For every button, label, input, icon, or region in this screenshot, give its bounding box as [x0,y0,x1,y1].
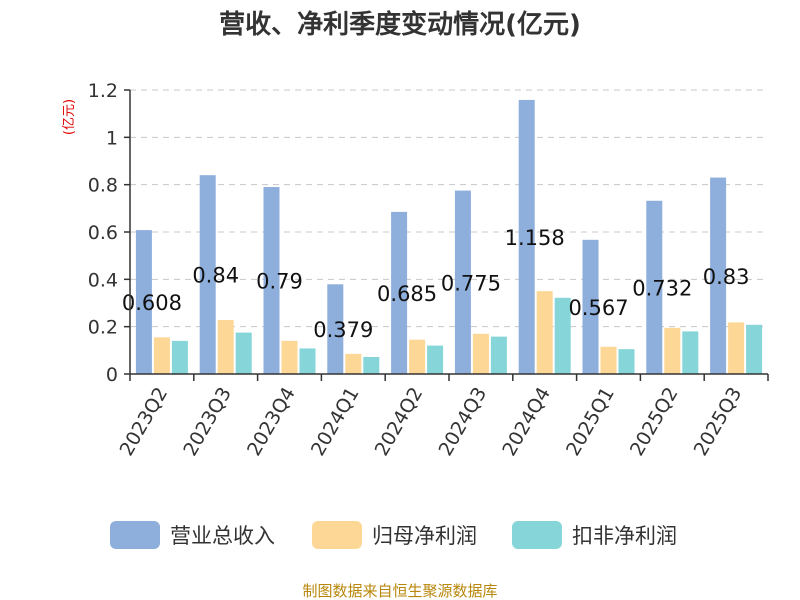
bar-扣非净利润-2025Q2 [682,331,699,374]
data-label: 0.567 [568,296,628,320]
bar-归母净利润-2025Q3 [728,322,745,374]
y-tick-label: 1 [106,127,118,149]
bar-归母净利润-2024Q1 [345,353,362,374]
bar-营业总收入-2023Q4 [263,187,280,374]
bar-归母净利润-2023Q4 [281,340,298,374]
legend-swatch-1 [312,521,362,549]
bar-扣非净利润-2023Q4 [299,348,316,374]
data-label: 1.158 [505,226,565,250]
bar-归母净利润-2024Q2 [409,339,426,374]
bar-营业总收入-2024Q2 [391,211,408,374]
y-tick-label: 0.4 [88,269,118,291]
bar-归母净利润-2024Q4 [536,291,553,374]
legend: 营业总收入 归母净利润 扣非净利润 [110,521,677,549]
x-tick-label: 2024Q1 [307,384,364,460]
bars-layer [135,99,763,374]
source-note: 制图数据来自恒生聚源数据库 [302,582,497,600]
bar-营业总收入-2024Q3 [454,190,471,374]
y-tick-label: 1.2 [88,80,118,102]
x-tick-label: 2025Q3 [690,384,747,460]
x-tick-label: 2023Q2 [115,384,172,460]
y-tick-label: 0.8 [88,175,118,197]
legend-swatch-0 [110,521,160,549]
data-label: 0.685 [377,282,437,306]
bar-扣非净利润-2025Q1 [618,349,635,374]
data-label: 0.84 [192,264,239,288]
bar-扣非净利润-2024Q2 [427,345,444,374]
bar-营业总收入-2024Q4 [518,99,535,374]
data-label: 0.79 [256,270,303,294]
bar-扣非净利润-2023Q3 [235,332,252,374]
x-tick-label: 2024Q2 [371,384,428,460]
y-axis-label: (亿元) [62,99,77,135]
bar-营业总收入-2024Q1 [327,284,344,374]
x-tick-label: 2025Q1 [562,384,619,460]
bar-归母净利润-2023Q3 [217,320,234,374]
bar-扣非净利润-2024Q4 [554,297,571,374]
bar-归母净利润-2025Q2 [664,327,681,374]
bar-营业总收入-2025Q3 [710,177,727,374]
data-label: 0.379 [313,318,373,342]
bar-营业总收入-2023Q2 [135,230,152,374]
bar-扣非净利润-2024Q1 [363,356,380,374]
x-tick-label: 2024Q4 [498,384,555,460]
bar-归母净利润-2023Q2 [153,337,170,374]
legend-label-1: 归母净利润 [372,524,477,548]
bar-扣非净利润-2023Q2 [171,340,188,374]
legend-label-2: 扣非净利润 [572,524,677,548]
data-label: 0.608 [122,291,182,315]
y-tick-label: 0.6 [88,222,118,244]
bar-扣非净利润-2025Q3 [746,324,763,374]
bar-归母净利润-2025Q1 [600,346,617,374]
y-tick-label: 0 [106,364,118,386]
x-tick-label: 2024Q3 [434,384,491,460]
bar-归母净利润-2024Q3 [472,333,489,374]
x-tick-label: 2025Q2 [626,384,683,460]
bar-营业总收入-2023Q3 [199,175,216,374]
chart-title: 营收、净利季度变动情况(亿元) [219,9,581,40]
bar-营业总收入-2025Q2 [646,200,663,374]
legend-swatch-2 [512,521,562,549]
y-tick-label: 0.2 [88,317,118,339]
data-label: 0.775 [441,271,501,295]
x-tick-label: 2023Q4 [243,384,300,460]
bar-营业总收入-2025Q1 [582,239,599,374]
data-label: 0.83 [703,265,750,289]
legend-label-0: 营业总收入 [170,524,275,548]
bar-扣非净利润-2024Q3 [490,336,507,374]
x-tick-label: 2023Q3 [179,384,236,460]
data-label: 0.732 [632,276,692,300]
